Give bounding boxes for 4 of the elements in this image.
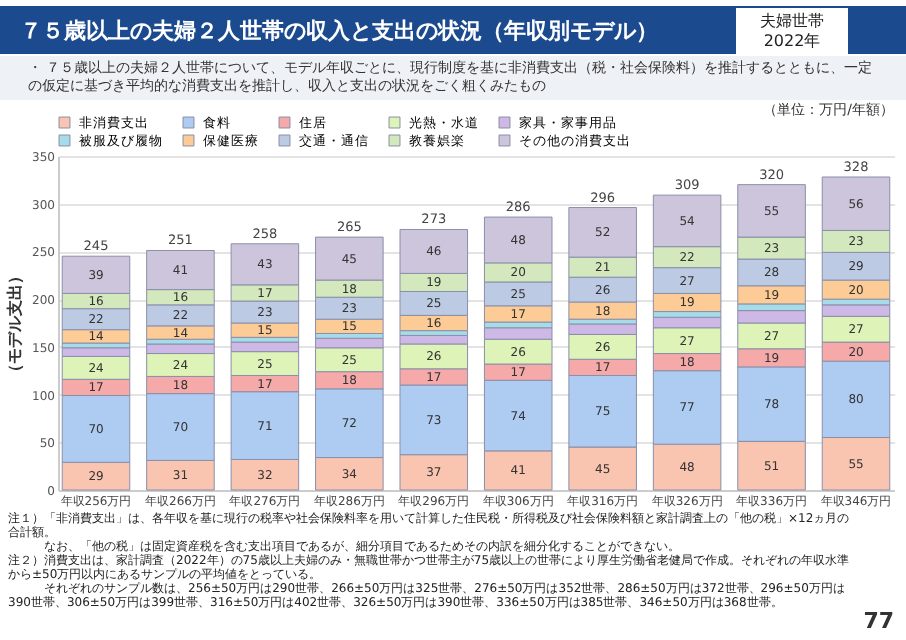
- text: 夫婦世帯 2022年: [736, 8, 848, 56]
- y-axis-title: （モデル支出）: [6, 268, 25, 380]
- chart-title: ７５歳以上の夫婦２人世帯の収入と支出の状況（年収別モデル）: [20, 16, 658, 46]
- text: 77: [863, 608, 894, 634]
